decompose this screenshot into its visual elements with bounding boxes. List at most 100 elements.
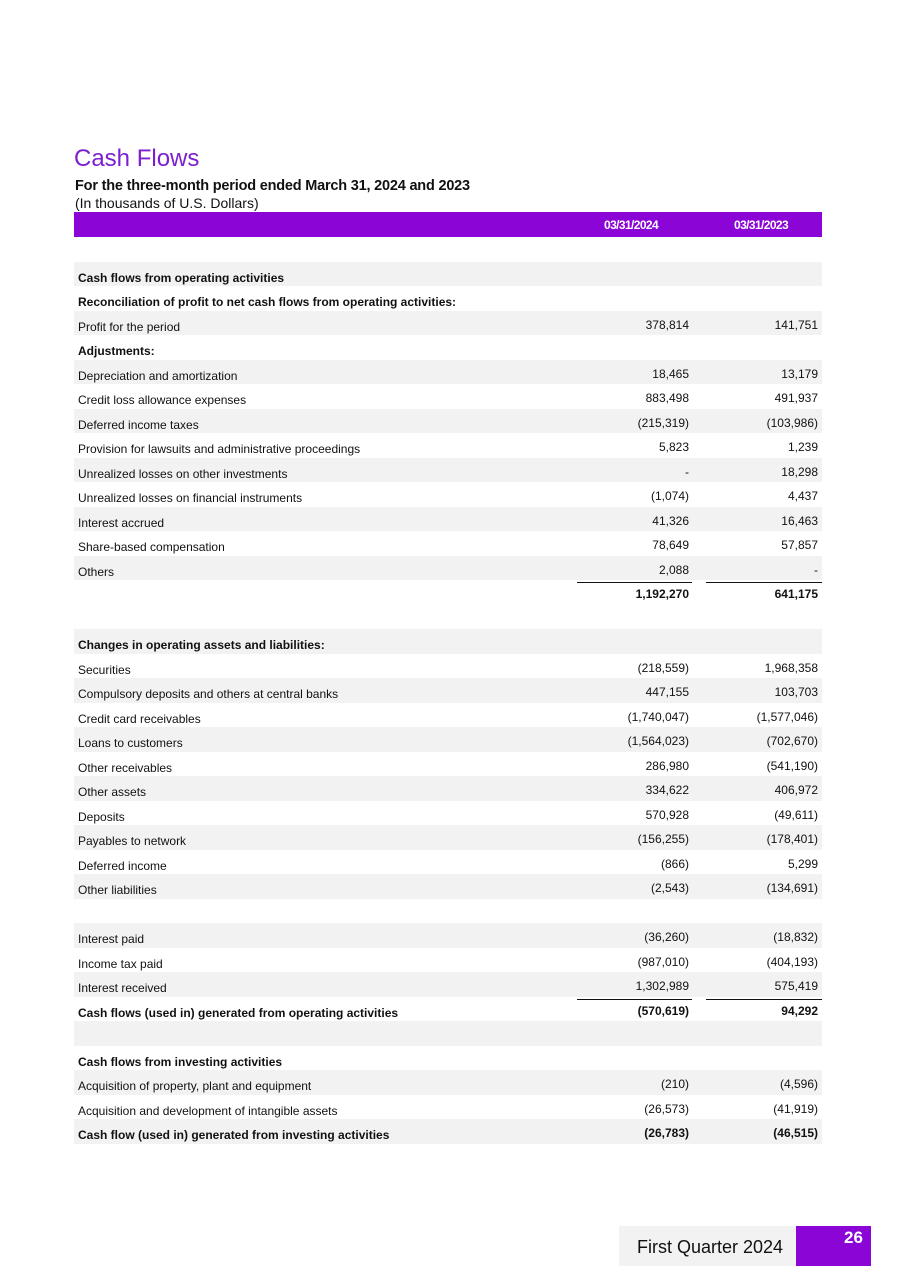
table-row: Changes in operating assets and liabilit…	[74, 629, 822, 654]
value-2023: (1,577,046)	[756, 709, 818, 724]
row-label: Cash flows (used in) generated from oper…	[78, 1005, 399, 1020]
row-label: Payables to network	[78, 834, 187, 848]
value-2024: 378,814	[645, 317, 689, 332]
value-2024: (2,543)	[650, 881, 689, 895]
value-2023: 406,972	[774, 783, 818, 797]
value-2024: (1,740,047)	[627, 709, 689, 724]
value-2024: 2,088	[658, 562, 689, 577]
value-2023: 1,968,358	[764, 660, 818, 675]
row-label: Unrealized losses on other investments	[78, 466, 288, 481]
value-2023: 141,751	[774, 317, 818, 332]
value-2023: 1,239	[787, 440, 818, 454]
table-row: Unrealized losses on financial instrumen…	[74, 482, 822, 507]
row-label: Provision for lawsuits and administrativ…	[78, 442, 361, 456]
row-label: Acquisition of property, plant and equip…	[78, 1079, 312, 1093]
row-label: Deferred income	[78, 858, 167, 873]
value-2023: (178,401)	[766, 832, 818, 846]
value-2023: 575,419	[774, 979, 818, 993]
value-2024: 41,326	[652, 513, 689, 528]
value-2023: 491,937	[774, 391, 818, 405]
row-label: Cash flows from investing activities	[78, 1054, 283, 1069]
table-row: Deferred income (866) 5,299	[74, 850, 822, 875]
value-2023: 5,299	[787, 856, 818, 871]
table-row: Adjustments:	[74, 335, 822, 360]
table-row: Provision for lawsuits and administrativ…	[74, 433, 822, 458]
table-row: Profit for the period 378,814 141,751	[74, 310, 822, 335]
cash-flow-table: Cash flows from operating activities Reco…	[74, 237, 823, 1144]
value-2024: 1,302,989	[635, 979, 689, 993]
value-2024: -	[685, 464, 689, 479]
page-number-box: 26	[796, 1226, 871, 1266]
value-2024: 78,649	[652, 538, 689, 552]
statement-period: For the three-month period ended March 3…	[75, 178, 470, 194]
value-2024: (36,260)	[644, 930, 689, 944]
table-row: Cash flows from investing activities	[74, 1046, 822, 1071]
row-label: Income tax paid	[78, 956, 163, 971]
value-2023: (404,193)	[766, 954, 818, 969]
page-title: Cash Flows	[74, 145, 200, 172]
table-row: Others 2,088 -	[74, 555, 822, 580]
row-label: Reconciliation of profit to net cash flo…	[78, 295, 457, 309]
value-2024: 286,980	[645, 758, 689, 773]
row-label: Unrealized losses on financial instrumen…	[78, 491, 303, 505]
value-2023: (541,190)	[766, 758, 818, 773]
table-row: Credit loss allowance expenses 883,498 491…	[74, 384, 822, 409]
table-row: Securities (218,559) 1,968,358	[74, 654, 822, 679]
column-header-2024: 03/31/2024	[604, 218, 659, 232]
value-2024: 334,622	[645, 783, 689, 797]
value-2023: 57,857	[781, 538, 818, 552]
row-label: Interest received	[78, 981, 167, 995]
row-label: Cash flow (used in) generated from inves…	[78, 1128, 390, 1142]
value-2024: (218,559)	[637, 660, 689, 675]
table-row: Payables to network (156,255) (178,401)	[74, 825, 822, 850]
row-label: Securities	[78, 662, 131, 677]
table-row: Other liabilities (2,543) (134,691)	[74, 874, 822, 899]
column-header-2023: 03/31/2023	[734, 218, 789, 232]
table-row: Cash flow (used in) generated from inves…	[74, 1119, 822, 1144]
row-label: Others	[78, 564, 115, 579]
table-row: Loans to customers (1,564,023) (702,670)	[74, 727, 822, 752]
table-row: Unrealized losses on other investments - 1…	[74, 457, 822, 482]
value-2024: (215,319)	[637, 415, 689, 430]
table-row: Depreciation and amortization 18,465 13,17…	[74, 359, 822, 384]
table-row: Other assets 334,622 406,972	[74, 776, 822, 801]
value-2024: (987,010)	[637, 954, 689, 969]
value-2023: 4,437	[787, 489, 818, 503]
table-row	[74, 237, 822, 262]
table-row: Cash flows from operating activities	[74, 261, 822, 286]
table-row: Acquisition and development of intangibl…	[74, 1095, 822, 1120]
row-label: Interest accrued	[78, 515, 165, 530]
table-row: Credit card receivables (1,740,047) (1,577…	[74, 703, 822, 728]
value-2024: (210)	[660, 1077, 689, 1091]
row-label: Deposits	[78, 809, 125, 824]
table-row	[74, 605, 822, 630]
value-2024: 447,155	[645, 685, 689, 699]
row-label: Other assets	[78, 785, 147, 799]
table-row: Acquisition of property, plant and equip…	[74, 1070, 822, 1095]
row-label: Credit loss allowance expenses	[78, 393, 247, 407]
row-label: Loans to customers	[78, 736, 183, 750]
value-2024: (1,074)	[650, 489, 689, 503]
value-2024: (156,255)	[637, 832, 689, 846]
table-row	[74, 899, 822, 924]
currency-units: (In thousands of U.S. Dollars)	[75, 195, 259, 211]
table-row: Interest received 1,302,989 575,419	[74, 972, 822, 997]
page-number: 26	[844, 1228, 863, 1247]
table-row: 1,192,270 641,175	[74, 580, 823, 605]
table-row: Reconciliation of profit to net cash flo…	[74, 286, 822, 311]
row-label: Acquisition and development of intangibl…	[78, 1103, 338, 1118]
table-row	[74, 1021, 822, 1046]
row-label: Interest paid	[78, 932, 145, 946]
row-label: Depreciation and amortization	[78, 368, 238, 383]
row-label: Share-based compensation	[78, 540, 225, 554]
row-label: Changes in operating assets and liabilit…	[78, 638, 325, 652]
table-row: Deferred income taxes (215,319) (103,986)	[74, 408, 822, 433]
value-2023: (134,691)	[766, 881, 818, 895]
row-label: Other liabilities	[78, 883, 157, 897]
value-2024: (1,564,023)	[627, 734, 689, 748]
value-2023: (4,596)	[779, 1077, 818, 1091]
table-row: Interest paid (36,260) (18,832)	[74, 923, 822, 948]
table-row: Cash flows (used in) generated from oper…	[74, 997, 822, 1022]
row-label: Adjustments:	[78, 344, 155, 358]
value-2023: (49,611)	[774, 807, 818, 822]
